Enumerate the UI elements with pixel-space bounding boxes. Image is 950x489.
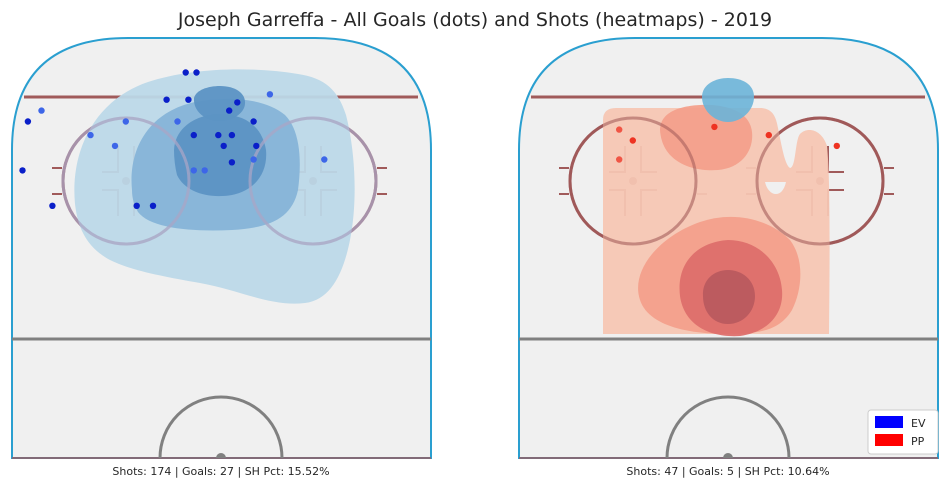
faceoff-circle-overlay-right (248, 116, 378, 246)
goal-dot (215, 131, 222, 139)
goal-dot (133, 202, 140, 209)
goal-dot (185, 96, 192, 103)
goal-dot (321, 156, 328, 163)
center-dot (723, 453, 733, 458)
goal-dot (616, 156, 623, 163)
goal-dot (19, 167, 26, 174)
heat-level-5 (702, 270, 755, 324)
goal-dot (711, 123, 718, 131)
caption-ev: Shots: 174 | Goals: 27 | SH Pct: 15.52% (112, 465, 329, 478)
legend: EV PP (867, 409, 939, 455)
panel-pp: Shots: 47 | Goals: 5 | SH Pct: 10.64% (518, 37, 939, 478)
goal-dot (182, 69, 189, 76)
goal-dot (190, 131, 197, 139)
goal-dot (174, 118, 181, 125)
heatmap-ev (61, 69, 378, 304)
goal-dots-ev (19, 69, 328, 209)
center-dot (216, 453, 226, 458)
goal-dot (250, 156, 257, 163)
heat-goal-crease-blob (702, 78, 754, 122)
goal-dot (234, 99, 241, 106)
legend-label-ev: EV (911, 417, 926, 430)
goal-dot (616, 126, 623, 133)
caption-pp: Shots: 47 | Goals: 5 | SH Pct: 10.64% (626, 465, 829, 478)
goal-dot (122, 118, 129, 125)
goal-dot (38, 107, 45, 114)
center-circle (158, 395, 284, 459)
center-circle (665, 395, 791, 459)
goal-dot (226, 107, 233, 114)
goal-dot (228, 159, 236, 166)
goal-dot (220, 142, 227, 150)
chart-title: Joseph Garreffa - All Goals (dots) and S… (177, 9, 772, 31)
legend-label-pp: PP (911, 435, 925, 448)
goal-dot (833, 142, 840, 150)
goal-dot (253, 142, 260, 150)
goal-dot (149, 202, 157, 209)
legend-swatch-ev (875, 416, 903, 428)
goal-dot (49, 202, 56, 209)
goal-dot (111, 142, 119, 150)
goal-dot (765, 131, 772, 139)
goal-dot (87, 131, 94, 139)
goal-dot (228, 131, 236, 139)
goal-dot (266, 91, 274, 98)
goal-dot (163, 96, 170, 103)
legend-swatch-pp (875, 434, 903, 446)
goal-dot (250, 118, 257, 125)
heatmap-pp (568, 78, 885, 337)
heat-level-3 (174, 114, 267, 197)
goal-dot (24, 118, 32, 125)
heat-level-4 (193, 86, 246, 121)
goal-dot (629, 137, 636, 144)
goal-dot (193, 69, 200, 76)
faceoff-circle-overlay-left (61, 116, 191, 246)
faceoff-circle-overlay-right (755, 116, 885, 246)
panel-ev: Shots: 174 | Goals: 27 | SH Pct: 15.52% (11, 37, 432, 478)
goal-dots-pp (616, 123, 840, 163)
goal-dot (201, 167, 208, 174)
goal-dot (190, 167, 197, 174)
faceoff-circle-overlay-left (568, 116, 698, 246)
